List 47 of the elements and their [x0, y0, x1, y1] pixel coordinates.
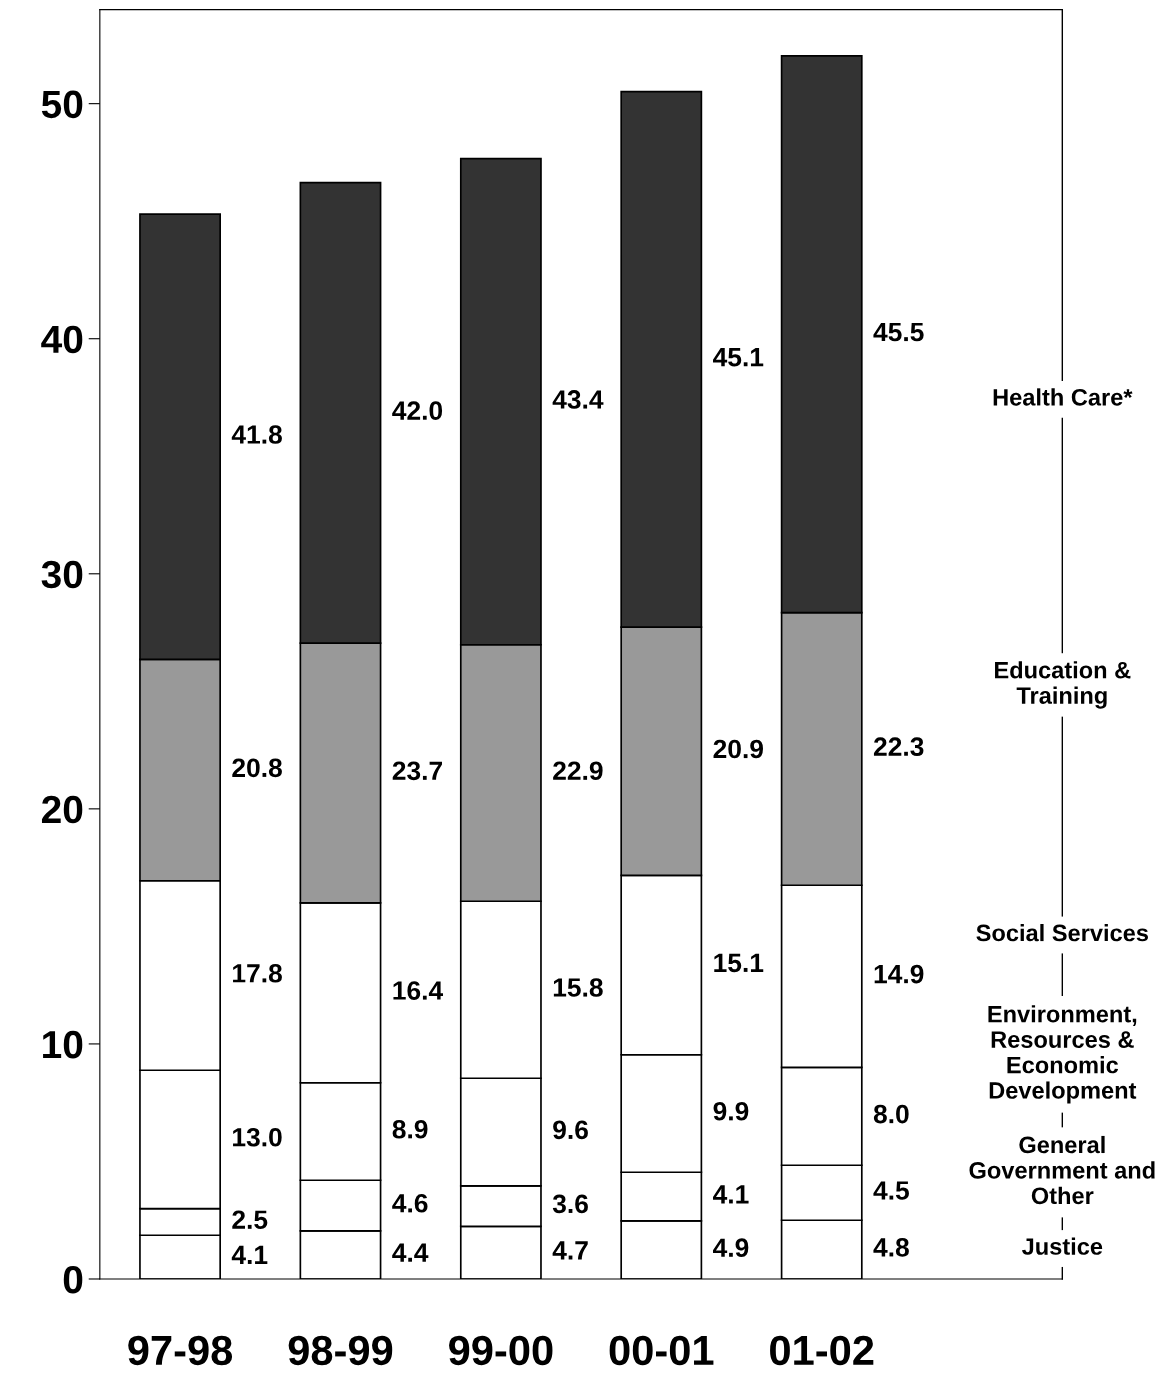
annotation: 9.9: [713, 1101, 749, 1121]
annotation: 2.5: [232, 1210, 268, 1230]
x-tick-label: 99-00: [449, 1335, 553, 1366]
annotation: 8.0: [873, 1104, 909, 1124]
annotation: 4.9: [713, 1238, 749, 1258]
annotation: 4.5: [873, 1181, 909, 1200]
y-tick-label: 10: [43, 1030, 83, 1059]
annotation: 45.5: [873, 322, 924, 342]
text: Health Care*: [993, 388, 1133, 406]
annotation: 22.3: [873, 737, 924, 757]
y-tick-label: 30: [41, 560, 83, 589]
annotation: 4.1: [231, 1245, 268, 1264]
y-tick-label: 0: [63, 1265, 83, 1294]
annotation: 16.4: [393, 981, 444, 1000]
annotation: 4.4: [392, 1243, 429, 1262]
annotation: 45.1: [713, 348, 764, 367]
annotation: 20.8: [232, 758, 282, 778]
legend-label: Environment, Resources & Economic Development: [988, 1005, 1137, 1104]
x-tick-label: 97-98: [128, 1335, 233, 1366]
annotation: 13.0: [233, 1127, 282, 1147]
x-tick-label: 01-02: [770, 1335, 874, 1366]
annotation: 4.6: [392, 1193, 428, 1213]
annotation: 17.8: [233, 963, 282, 983]
annotation: 41.8: [231, 425, 282, 444]
annotation: 8.9: [392, 1119, 428, 1139]
annotation: 4.1: [713, 1185, 749, 1204]
annotation: 20.9: [713, 739, 763, 759]
annotation: 23.7: [392, 761, 442, 781]
annotation: 4.7: [552, 1241, 588, 1260]
annotation: 14.9: [874, 964, 924, 984]
annotation: 15.1: [714, 953, 764, 973]
text: Social Services: [976, 923, 1148, 942]
annotation: 22.9: [553, 761, 603, 781]
annotation: 42.0: [392, 401, 443, 420]
annotation: 4.8: [873, 1238, 909, 1257]
y-tick-label: 50: [41, 90, 83, 119]
legend-label: General Government and Other: [969, 1135, 1155, 1205]
x-tick-label: 00-01: [609, 1335, 714, 1366]
text: Education & Training: [995, 661, 1131, 709]
annotation: 15.8: [553, 978, 603, 997]
y-tick-label: 20: [41, 795, 83, 824]
legend-label: Justice: [1021, 1237, 1103, 1255]
annotation: 43.4: [552, 390, 604, 409]
annotation: 3.6: [552, 1194, 588, 1214]
annotation: 9.6: [553, 1120, 588, 1140]
y-tick-label: 40: [41, 325, 83, 354]
x-tick-label: 98-99: [288, 1335, 393, 1366]
